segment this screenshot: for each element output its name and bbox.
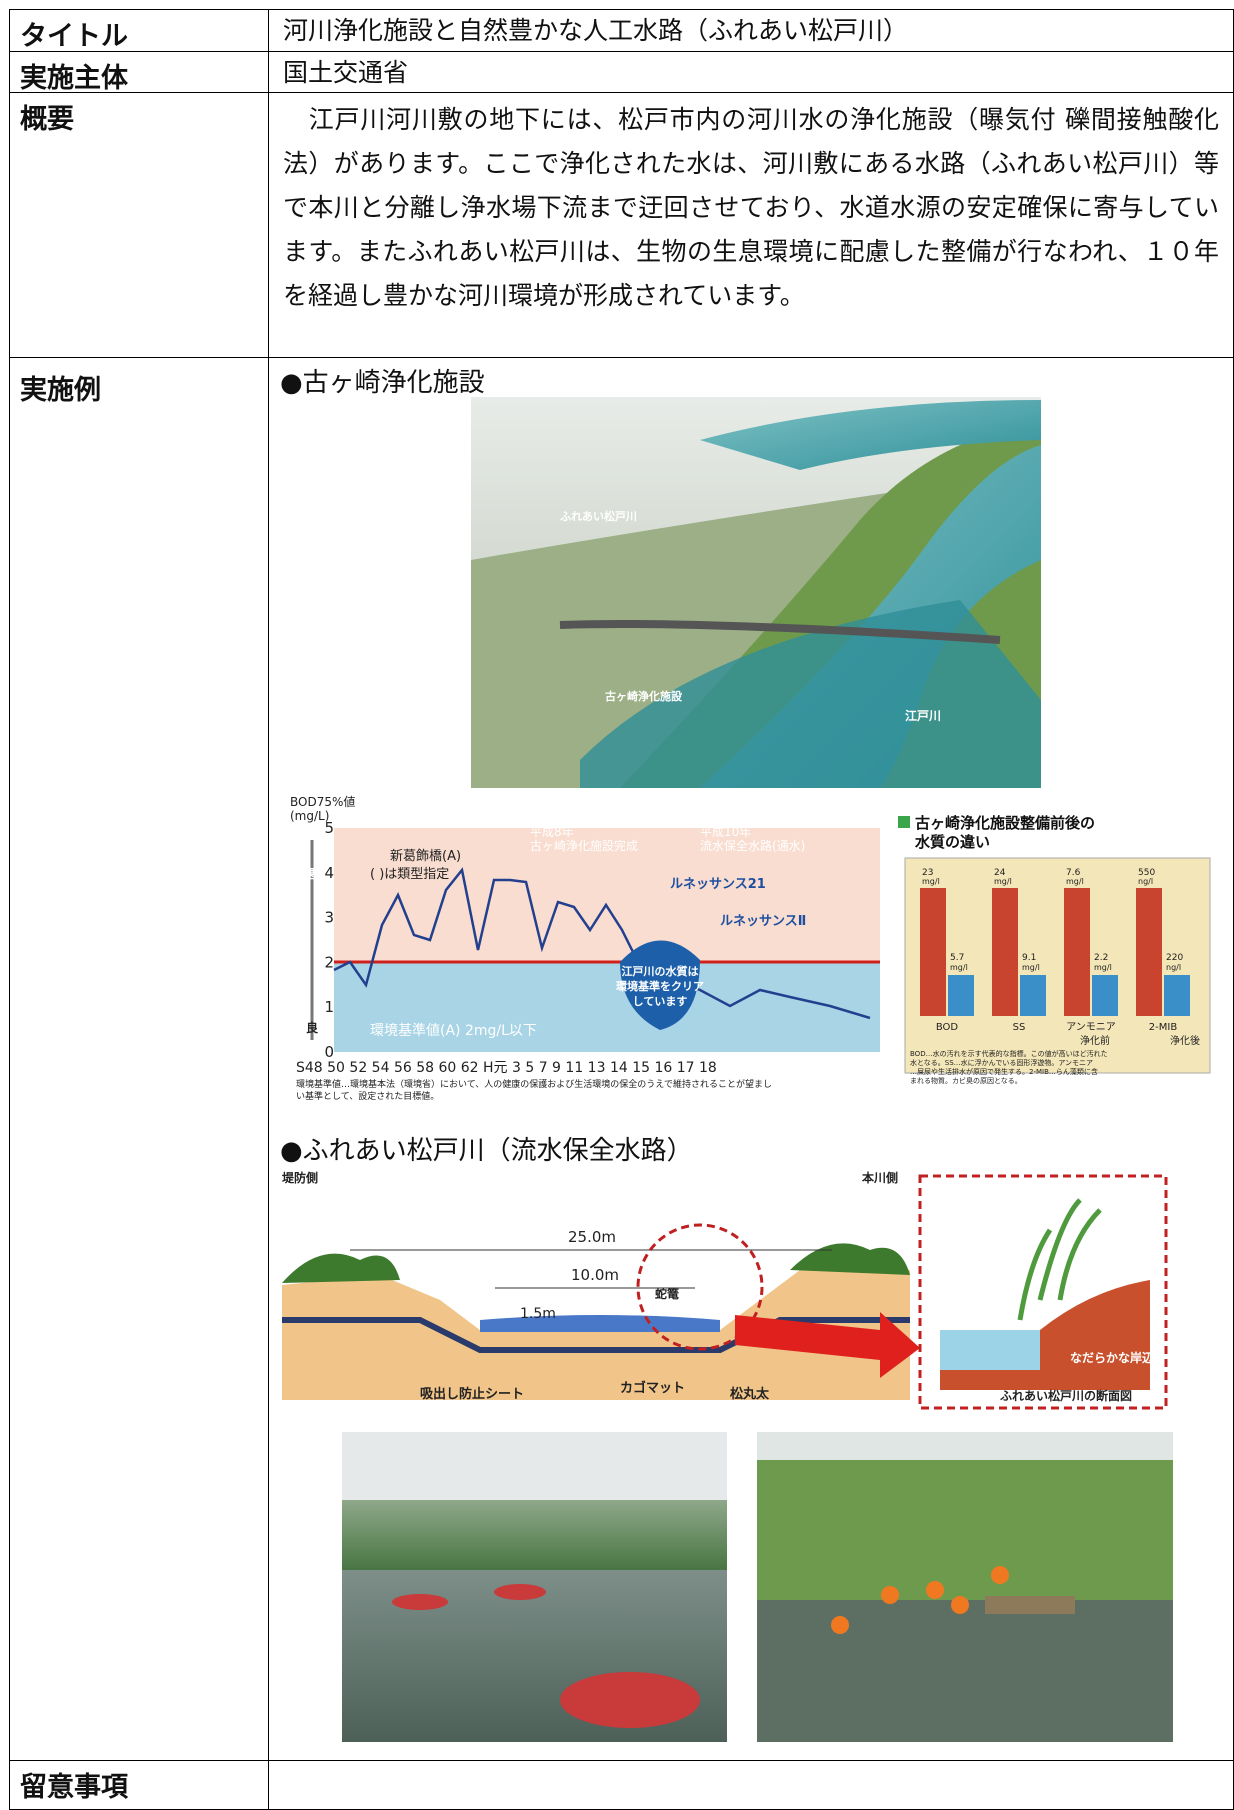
y-tick-label: 4 bbox=[324, 864, 334, 882]
y-tick-label: 0 bbox=[324, 1043, 334, 1061]
figure-text: 流水保全水路(通水) bbox=[700, 838, 805, 853]
figure-text: 10.0m bbox=[571, 1266, 619, 1284]
y-tick-label: 1 bbox=[324, 998, 334, 1016]
decor-bar bbox=[1136, 888, 1162, 1016]
figure-text: ng/l bbox=[1138, 877, 1153, 886]
figure-text: 古ヶ崎浄化施設 bbox=[605, 689, 683, 703]
figure-text: SS bbox=[1013, 1022, 1026, 1033]
figure-text: ng/l bbox=[1166, 963, 1181, 972]
figure-text: アンモニア bbox=[1066, 1022, 1116, 1033]
figure-text: ( )は類型指定 bbox=[370, 867, 449, 882]
row-content: 江戸川河川敷の地下には、松戸市内の河川水の浄化施設（曝気付 礫間接触酸化法）があ… bbox=[268, 92, 1234, 358]
figure-text: BOD…水の汚れを示す代表的な指標。この値が高いほど汚れた bbox=[910, 1049, 1108, 1058]
figure-text: 本川側 bbox=[861, 1170, 898, 1185]
figure-text: mg/l bbox=[994, 877, 1012, 886]
figure-text: 古ヶ崎浄化施設整備前後の bbox=[915, 814, 1095, 832]
figure-text: 5.7 bbox=[950, 953, 964, 963]
decor-bar bbox=[1020, 975, 1046, 1016]
figure-text: 良 bbox=[306, 1020, 319, 1035]
decor-bar bbox=[992, 888, 1018, 1016]
figure-text: しています bbox=[633, 995, 688, 1008]
figure-text: 環境基準値(A) 2mg/L以下 bbox=[370, 1022, 537, 1039]
figure-text: mg/l bbox=[950, 963, 968, 972]
figure-text: 220 bbox=[1166, 953, 1183, 963]
figure-text: 堤防側 bbox=[282, 1170, 318, 1185]
figure-text: mg/l bbox=[1094, 963, 1112, 972]
figure-text: 1.5m bbox=[520, 1306, 556, 1322]
figure-text: 550 bbox=[1138, 868, 1155, 878]
y-tick-label: 3 bbox=[324, 909, 334, 927]
decor-bar bbox=[1092, 975, 1118, 1016]
figure-text: 浄化前 bbox=[1080, 1034, 1110, 1047]
figure-text: 江戸川の水質は bbox=[622, 964, 699, 978]
figure-text: 24 bbox=[994, 868, 1006, 878]
figure-text: 古ヶ崎浄化施設完成 bbox=[530, 838, 638, 853]
figure-text: mg/l bbox=[1066, 877, 1084, 886]
figure-text: 悪 bbox=[306, 867, 318, 881]
figure-text: カゴマット bbox=[620, 1380, 685, 1396]
decor-bar bbox=[920, 888, 946, 1016]
figure-text: S48 50 52 54 56 58 60 62 H元 3 5 7 9 11 1… bbox=[296, 1060, 717, 1076]
figure-text: 浄化後 bbox=[1170, 1034, 1200, 1047]
figure-text: 2-MIB bbox=[1149, 1022, 1178, 1033]
section-heading: ●古ヶ崎浄化施設 bbox=[280, 368, 485, 398]
river-photo bbox=[757, 1432, 1173, 1742]
figure-text: …屎尿や生活排水が原因で発生する。2-MIB…らん藻類に含 bbox=[910, 1067, 1098, 1076]
figure-text: なだらかな岸辺 bbox=[1070, 1350, 1154, 1365]
decor-bar bbox=[1164, 975, 1190, 1016]
decor-bar bbox=[1064, 888, 1090, 1016]
figure-text: い基準として、設定された目標値。 bbox=[296, 1090, 439, 1102]
figure-text: mg/l bbox=[1022, 963, 1040, 972]
figure-text: 吸出し防止シート bbox=[420, 1386, 524, 1402]
decor-bar bbox=[948, 975, 974, 1016]
figure-text: 2.2 bbox=[1094, 953, 1108, 963]
figure-text: ルネッサンス21 bbox=[670, 877, 766, 892]
figure-text: ふれあい松戸川 bbox=[560, 509, 637, 523]
figure-text: 25.0m bbox=[568, 1228, 616, 1246]
figure-text: 江戸川 bbox=[905, 708, 941, 723]
figure-text: 新葛飾橋(A) bbox=[390, 849, 461, 864]
figure-text: 水質の違い bbox=[914, 833, 990, 851]
figure-text: 9.1 bbox=[1022, 953, 1036, 963]
figure-text: BOD75%値 bbox=[290, 794, 355, 809]
figure-text: BOD bbox=[936, 1022, 959, 1033]
figure-text: 水となる。SS…水に浮かんでいる固形浮遊物。アンモニア bbox=[910, 1058, 1093, 1067]
figure-text: まれる物質。カビ臭の原因となる。 bbox=[910, 1076, 1022, 1085]
y-tick-label: 5 bbox=[324, 819, 334, 837]
figure-text: ルネッサンスⅡ bbox=[720, 914, 806, 929]
section-heading: ●ふれあい松戸川（流水保全水路） bbox=[280, 1136, 693, 1166]
figure-text: 環境基準をクリア bbox=[616, 979, 704, 993]
figure-text: 蛇篭 bbox=[655, 1286, 679, 1301]
canoe-photo bbox=[342, 1432, 727, 1742]
aerial-photo bbox=[471, 397, 1041, 788]
y-tick-label: 2 bbox=[324, 953, 334, 971]
figure-text: 平成10年 bbox=[700, 825, 751, 839]
figure-text: 平成8年 bbox=[530, 825, 574, 839]
row-label: 実施主体 bbox=[9, 51, 269, 94]
cross-section bbox=[282, 1174, 1168, 1410]
figure-text: 松丸太 bbox=[730, 1386, 770, 1402]
figure-text: 23 bbox=[922, 868, 933, 878]
figure-text: mg/l bbox=[922, 877, 940, 886]
figure-text: 7.6 bbox=[1066, 868, 1081, 878]
figure-text: 環境基準値…環境基本法（環境省）において、人の健康の保護および生活環境の保全のう… bbox=[296, 1078, 772, 1090]
figure-text: (mg/L) bbox=[290, 809, 329, 823]
bod-chart bbox=[310, 828, 880, 1052]
figure-text: ふれあい松戸川の断面図 bbox=[1000, 1388, 1132, 1403]
